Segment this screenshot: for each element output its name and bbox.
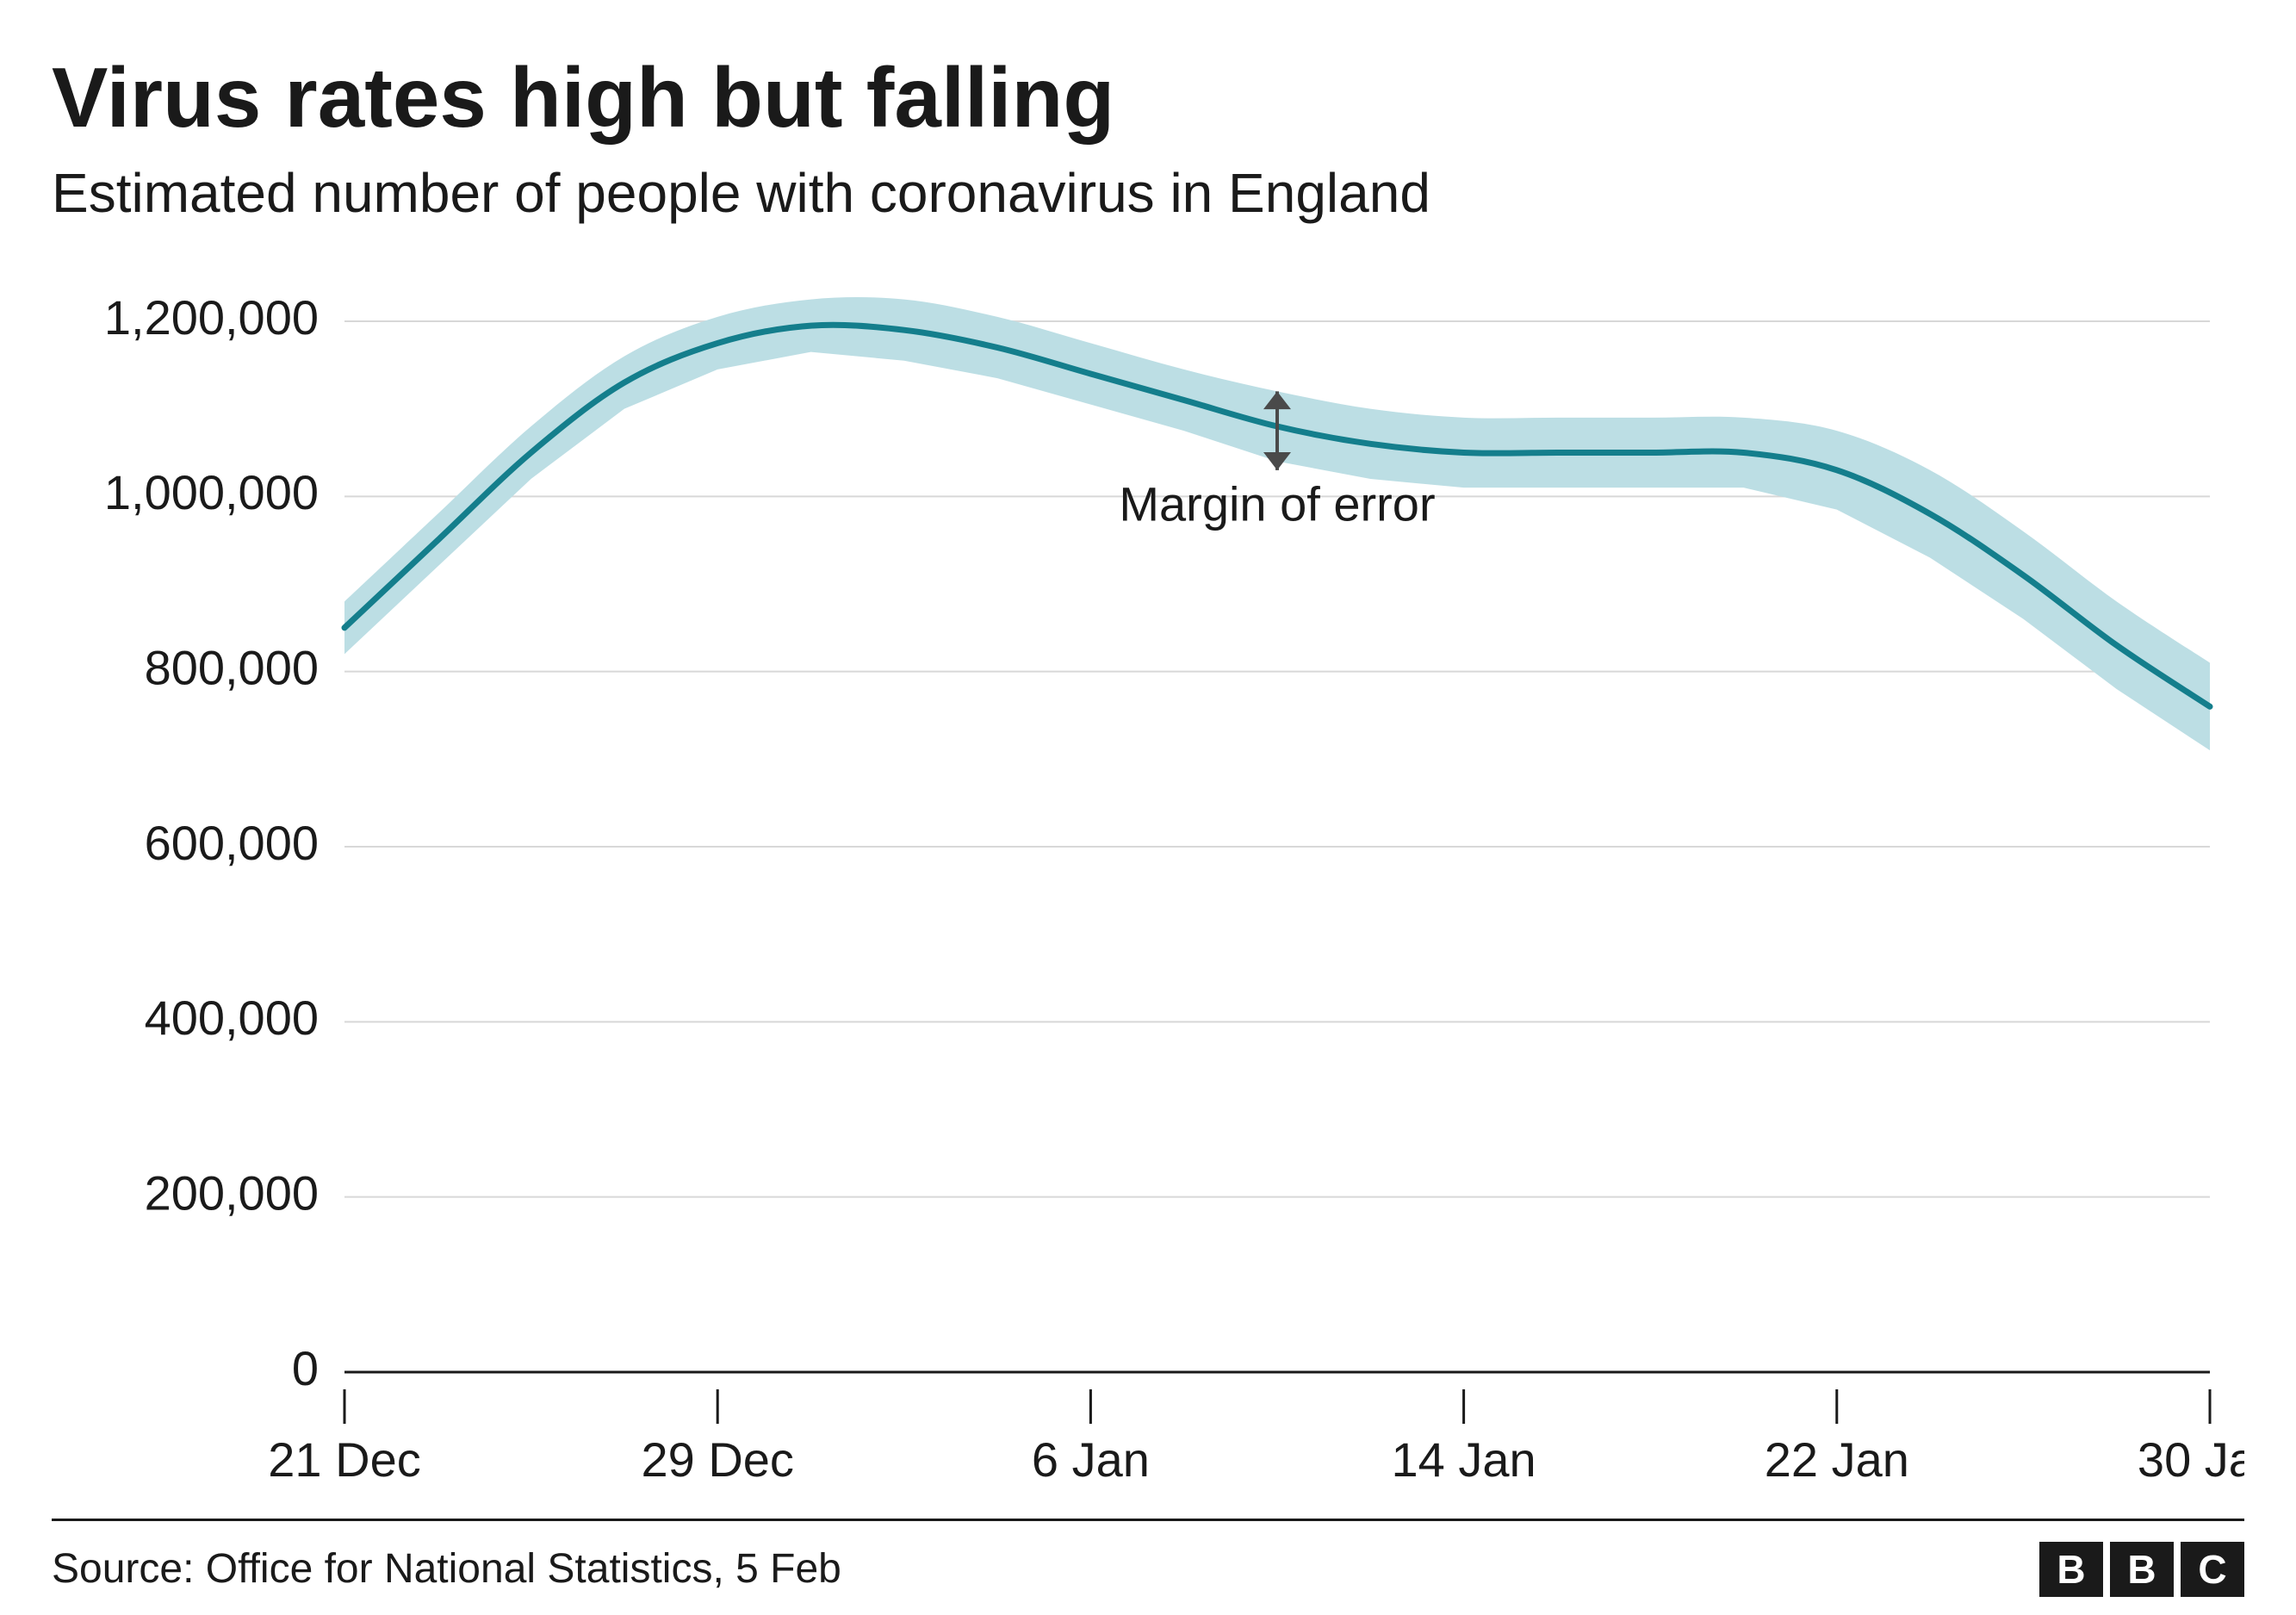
svg-text:21 Dec: 21 Dec — [268, 1432, 420, 1486]
svg-text:14 Jan: 14 Jan — [1392, 1432, 1536, 1486]
source-text: Source: Office for National Statistics, … — [52, 1545, 841, 1593]
svg-text:1,200,000: 1,200,000 — [104, 289, 319, 344]
svg-text:800,000: 800,000 — [145, 640, 319, 694]
svg-text:1,000,000: 1,000,000 — [104, 465, 319, 519]
chart-plot-area: 0 200,000 400,000 600,000 800,000 1,000,000 1,… — [52, 261, 2244, 1519]
svg-text:600,000: 600,000 — [145, 815, 319, 869]
bbc-logo-b1: B — [2039, 1542, 2103, 1597]
svg-text:200,000: 200,000 — [145, 1165, 319, 1220]
svg-text:30 Jan: 30 Jan — [2138, 1432, 2244, 1486]
bbc-logo: B B C — [2039, 1542, 2244, 1597]
margin-of-error-label: Margin of error — [1119, 476, 1435, 531]
chart-container: Virus rates high but falling Estimated n… — [0, 0, 2296, 1615]
chart-subtitle: Estimated number of people with coronavi… — [52, 160, 2244, 227]
bbc-logo-c: C — [2181, 1542, 2244, 1597]
svg-text:6 Jan: 6 Jan — [1032, 1432, 1150, 1486]
svg-text:0: 0 — [292, 1340, 319, 1394]
svg-text:22 Jan: 22 Jan — [1765, 1432, 1909, 1486]
line-chart-svg: 0 200,000 400,000 600,000 800,000 1,000,000 1,… — [52, 261, 2244, 1519]
bbc-logo-b2: B — [2110, 1542, 2174, 1597]
chart-footer: Source: Office for National Statistics, … — [52, 1519, 2244, 1607]
chart-title: Virus rates high but falling — [52, 52, 2244, 145]
svg-text:29 Dec: 29 Dec — [641, 1432, 793, 1486]
svg-text:400,000: 400,000 — [145, 991, 319, 1045]
